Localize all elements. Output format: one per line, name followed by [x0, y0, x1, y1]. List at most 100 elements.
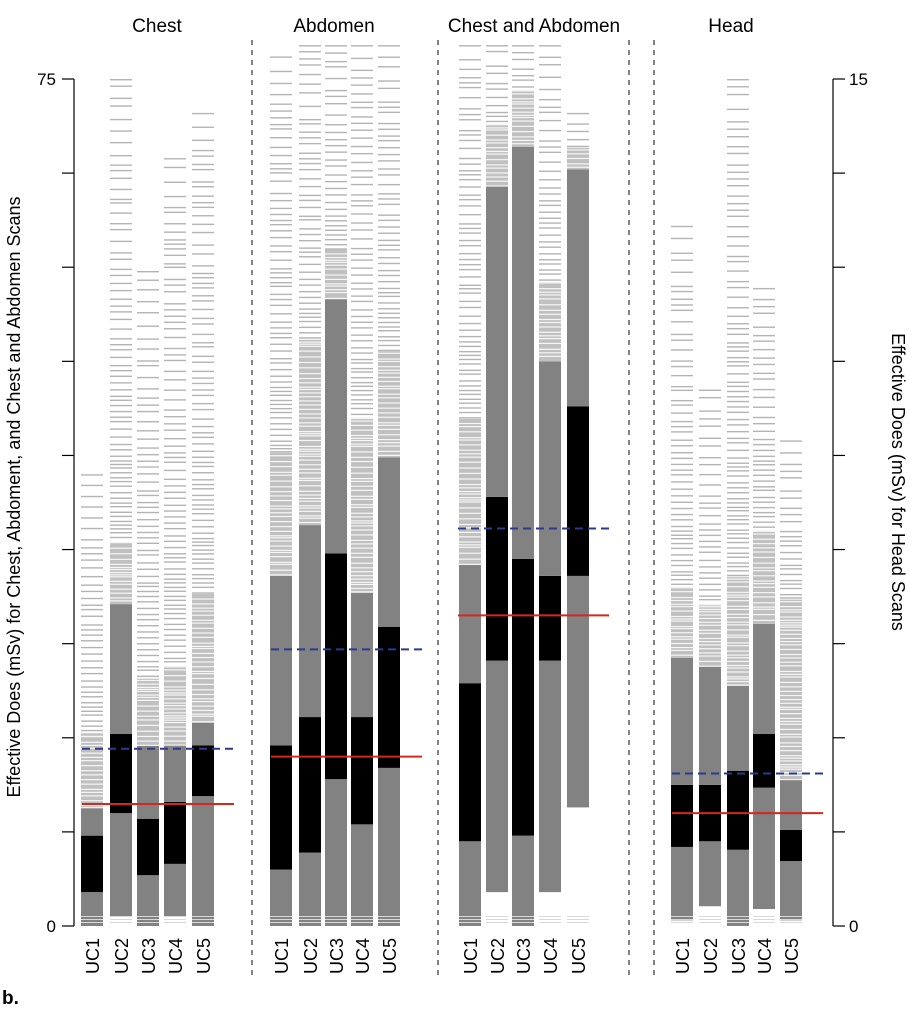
scan-lines	[137, 270, 159, 923]
scan-line	[164, 661, 186, 663]
scan-line	[192, 549, 214, 551]
scan-line	[727, 624, 749, 626]
scan-line	[780, 568, 802, 570]
scan-line	[727, 596, 749, 598]
scan-line	[459, 363, 481, 365]
scan-line	[110, 311, 132, 313]
scan-line	[164, 599, 186, 602]
scan-line	[351, 183, 373, 186]
scan-line	[299, 431, 321, 433]
scan-line	[727, 529, 749, 531]
scan-line	[299, 450, 321, 452]
scan-line	[486, 127, 508, 129]
scan-line	[727, 79, 749, 81]
scan-line	[81, 495, 103, 498]
scan-line	[378, 376, 400, 378]
scan-line	[164, 535, 186, 537]
scan-line	[192, 558, 214, 560]
scan-line	[325, 52, 347, 54]
scan-line	[351, 489, 373, 491]
scan-line	[459, 373, 481, 375]
scan-line	[753, 460, 775, 462]
scan-line	[192, 282, 214, 285]
scan-line	[780, 733, 802, 735]
scan-line	[699, 624, 721, 626]
scan-line	[351, 238, 373, 240]
scan-line	[378, 274, 400, 277]
scan-line	[270, 530, 292, 532]
scan-line	[671, 507, 693, 510]
scan-line	[299, 278, 321, 281]
scan-line	[753, 592, 775, 594]
scan-line	[539, 282, 561, 284]
scan-line	[325, 201, 347, 204]
scan-line	[539, 288, 561, 290]
segment-median-low	[81, 835, 103, 893]
scan-line	[699, 604, 721, 606]
scan-line	[270, 137, 292, 139]
scan-line	[351, 69, 373, 72]
scan-line	[727, 502, 749, 504]
scan-line	[671, 649, 693, 652]
scan-line	[299, 916, 321, 917]
scan-line	[192, 537, 214, 540]
scan-line	[753, 443, 775, 446]
scan-line	[137, 453, 159, 456]
scan-line	[727, 492, 749, 494]
scan-line	[192, 201, 214, 204]
scan-line	[378, 160, 400, 162]
scan-line	[270, 512, 292, 514]
scan-line	[539, 355, 561, 357]
scan-line	[378, 257, 400, 259]
scan-line	[753, 586, 775, 588]
scan-line	[164, 478, 186, 481]
scan-line	[351, 456, 373, 458]
scan-line	[325, 151, 347, 153]
scan-line	[270, 491, 292, 493]
scan-line	[351, 381, 373, 384]
scan-line	[164, 919, 186, 920]
scan-line	[351, 429, 373, 431]
scan-line	[164, 612, 186, 615]
scan-line	[727, 178, 749, 180]
scan-line	[137, 919, 159, 920]
scan-line	[270, 304, 292, 307]
scan-line	[164, 336, 186, 339]
scan-line	[727, 654, 749, 656]
scan-line	[486, 916, 508, 917]
scan-line	[192, 670, 214, 673]
scan-line	[671, 488, 693, 490]
scan-line	[671, 620, 693, 622]
segment-lower	[459, 841, 481, 926]
scan-line	[727, 400, 749, 403]
scan-line	[110, 571, 132, 574]
scan-line	[270, 332, 292, 335]
scan-line	[512, 58, 534, 61]
scan-line	[459, 518, 481, 520]
segment-upper	[81, 807, 103, 836]
scan-line	[110, 369, 132, 372]
scan-line	[671, 599, 693, 602]
scan-line	[753, 538, 775, 540]
scan-line	[325, 66, 347, 68]
scan-line	[164, 456, 186, 459]
scan-line	[539, 56, 561, 59]
scan-line	[378, 326, 400, 328]
scan-line	[671, 425, 693, 428]
scan-lines	[325, 45, 347, 923]
scan-line	[459, 417, 481, 419]
scan-line	[671, 309, 693, 312]
scan-line	[753, 551, 775, 553]
scan-line	[378, 369, 400, 371]
scan-line	[137, 922, 159, 923]
scan-line	[351, 516, 373, 518]
scan-line	[351, 478, 373, 480]
scan-line	[351, 547, 373, 549]
scan-line	[110, 289, 132, 292]
scan-line	[164, 243, 186, 245]
scan-line	[753, 423, 775, 425]
scan-line	[325, 289, 347, 291]
segment-lower	[351, 824, 373, 926]
scan-line	[270, 70, 292, 73]
scan-line	[486, 45, 508, 47]
